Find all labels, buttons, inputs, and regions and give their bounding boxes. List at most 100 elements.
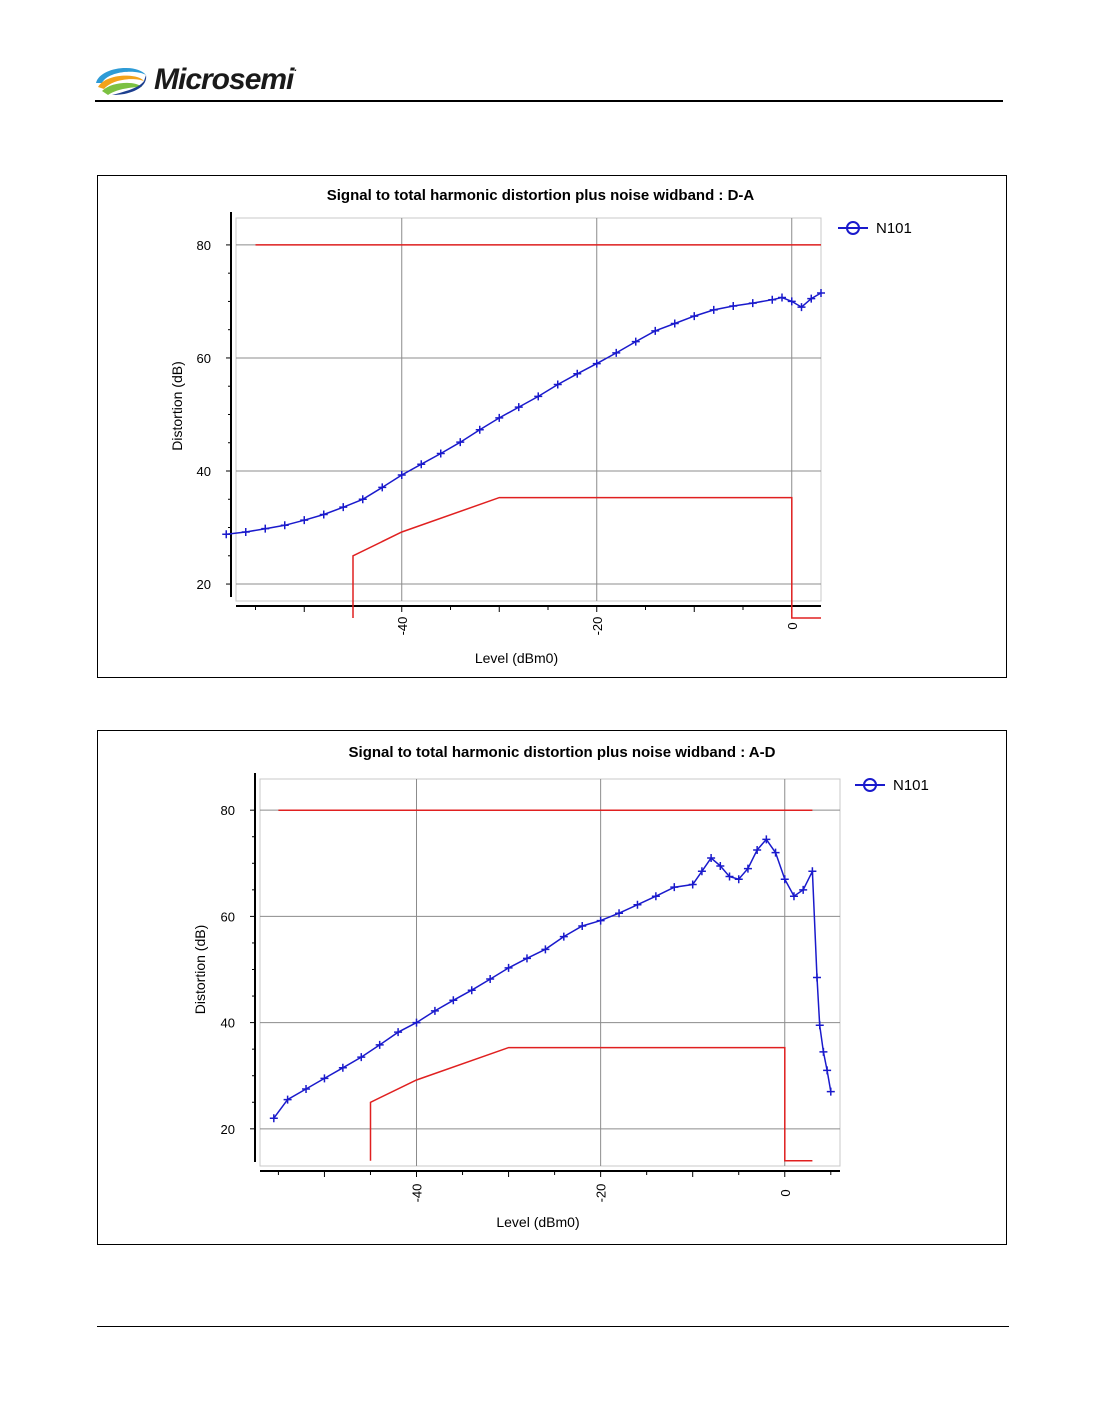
data-point <box>222 530 231 539</box>
chart-ad: Signal to total harmonic distortion plus… <box>192 744 929 1230</box>
data-point <box>762 835 771 844</box>
data-point <box>475 425 484 434</box>
data-point <box>817 288 825 297</box>
data-point <box>436 449 445 458</box>
series-line-n101 <box>226 292 822 536</box>
data-point <box>789 892 798 901</box>
data-point <box>495 413 504 422</box>
data-point <box>815 1021 824 1030</box>
data-point <box>768 295 777 304</box>
legend-label: N101 <box>876 220 912 237</box>
data-point <box>633 900 642 909</box>
y-tick-label: 20 <box>197 577 211 592</box>
data-point <box>578 921 587 930</box>
data-point <box>573 369 582 378</box>
data-point <box>261 524 270 533</box>
data-point <box>612 348 621 357</box>
data-point <box>320 1074 329 1083</box>
data-point <box>771 848 780 857</box>
data-point <box>807 294 816 303</box>
x-axis-label: Level (dBm0) <box>475 650 558 666</box>
legend-marker-icon <box>863 778 877 792</box>
data-point <box>748 299 757 308</box>
data-point <box>269 1114 278 1123</box>
y-tick-label: 40 <box>197 464 211 479</box>
lower-limit-line <box>352 496 821 619</box>
plot-area <box>259 778 841 1167</box>
data-point <box>716 861 725 870</box>
data-point <box>826 1087 835 1096</box>
data-point <box>514 403 523 412</box>
data-point <box>787 297 796 306</box>
data-point <box>819 1047 828 1056</box>
legend-label: N101 <box>893 777 929 794</box>
data-point <box>302 1084 311 1093</box>
data-point <box>430 1006 439 1015</box>
x-tick-label: 0 <box>785 622 800 629</box>
data-point <box>697 867 706 876</box>
data-point <box>690 312 699 321</box>
data-point <box>670 883 679 892</box>
x-tick-label: -20 <box>590 617 605 636</box>
data-point <box>300 516 309 525</box>
chart-da: Signal to total harmonic distortion plus… <box>169 187 912 666</box>
data-point <box>486 975 495 984</box>
brand-text: Microsemi <box>154 63 294 96</box>
data-point <box>559 932 568 941</box>
data-point <box>339 503 348 512</box>
y-tick-label: 80 <box>197 238 211 253</box>
data-point <box>651 892 660 901</box>
data-point <box>417 460 426 469</box>
x-tick-label: -20 <box>594 1184 609 1203</box>
header-rule <box>95 100 1003 102</box>
data-point <box>375 1040 384 1049</box>
data-point <box>709 305 718 314</box>
data-point <box>688 880 697 889</box>
footer-rule <box>97 1326 1009 1327</box>
data-point <box>541 945 550 954</box>
data-point <box>522 954 531 963</box>
data-point <box>358 495 367 504</box>
chart-title: Signal to total harmonic distortion plus… <box>327 187 755 204</box>
data-point <box>280 521 289 530</box>
data-point <box>397 470 406 479</box>
chart-panel-da: Signal to total harmonic distortion plus… <box>97 175 1007 678</box>
data-point <box>823 1066 832 1075</box>
data-point <box>412 1018 421 1027</box>
series-line-n101 <box>273 838 832 1119</box>
data-point <box>780 875 789 884</box>
plot-area <box>235 217 822 602</box>
data-point <box>812 973 821 982</box>
data-point <box>753 846 762 855</box>
chart-panel-ad: Signal to total harmonic distortion plus… <box>97 730 1007 1245</box>
chart-title: Signal to total harmonic distortion plus… <box>349 744 776 761</box>
data-point <box>651 326 660 335</box>
data-point <box>241 528 250 537</box>
data-point <box>378 483 387 492</box>
data-point <box>449 996 458 1005</box>
microsemi-logo-swoosh-icon <box>96 68 147 95</box>
x-tick-label: -40 <box>410 1184 425 1203</box>
x-axis-label: Level (dBm0) <box>496 1214 579 1230</box>
data-point <box>592 359 601 368</box>
data-point <box>670 319 679 328</box>
x-tick-label: -40 <box>395 617 410 636</box>
brand-name: Microsemi. <box>154 63 297 97</box>
data-point <box>631 337 640 346</box>
microsemi-logo: Microsemi. <box>92 60 297 100</box>
y-tick-label: 20 <box>221 1122 235 1137</box>
data-point <box>338 1063 347 1072</box>
data-point <box>467 986 476 995</box>
data-point <box>394 1028 403 1037</box>
data-point <box>615 909 624 918</box>
y-tick-label: 60 <box>221 909 235 924</box>
data-point <box>553 380 562 389</box>
lower-limit-line <box>369 1046 813 1162</box>
y-tick-label: 60 <box>197 351 211 366</box>
x-tick-label: 0 <box>778 1189 793 1196</box>
data-point <box>283 1095 292 1104</box>
y-tick-label: 40 <box>221 1016 235 1031</box>
data-point <box>743 864 752 873</box>
data-point <box>357 1053 366 1062</box>
y-axis-label: Distortion (dB) <box>192 925 208 1014</box>
